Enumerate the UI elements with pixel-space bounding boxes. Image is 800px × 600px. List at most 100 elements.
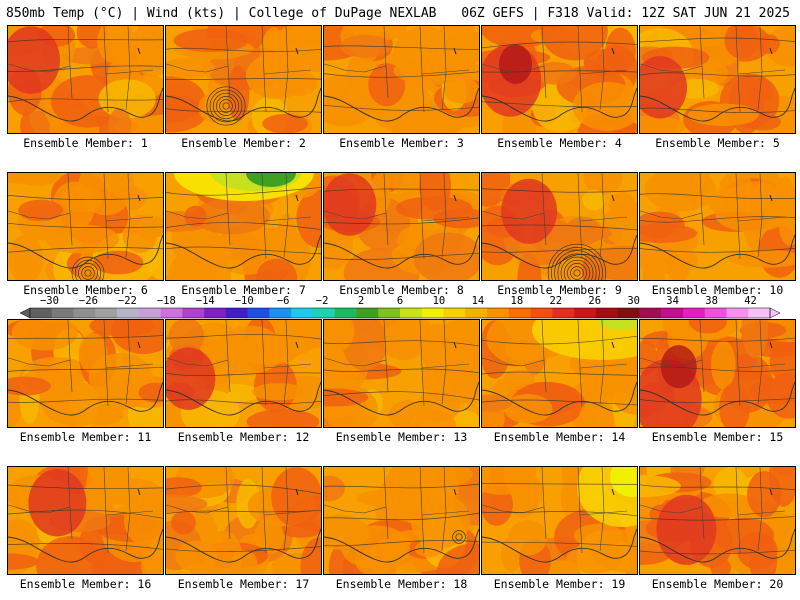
- colorbar-segment: [487, 308, 510, 318]
- colorbar-segment: [552, 308, 575, 318]
- colorbar-segment: [247, 308, 270, 318]
- temperature-field: [324, 173, 479, 280]
- colorbar-tick-label: −22: [117, 295, 137, 307]
- temperature-field: [482, 320, 637, 427]
- ensemble-map-18: [323, 466, 480, 575]
- colorbar-segment: [574, 308, 597, 318]
- colorbar-tick-label: −26: [78, 295, 98, 307]
- ensemble-map-14: [481, 319, 638, 428]
- panel-label: Ensemble Member: 3: [339, 136, 464, 150]
- chart-title: 850mb Temp (°C) | Wind (kts) | College o…: [6, 6, 437, 21]
- colorbar-segment: [182, 308, 205, 318]
- ensemble-map-13: [323, 319, 480, 428]
- ensemble-map-7: [165, 172, 322, 281]
- temperature-field: [8, 320, 163, 427]
- colorbar-segment: [421, 308, 444, 318]
- colorbar-tick-label: −6: [276, 295, 290, 307]
- colorbar-segment: [595, 308, 618, 318]
- colorbar-tick-labels: −30 −26 −22 −18 −14 −10 −6 −2 2 6 10 14 18 22 26 30 34 38…: [0, 295, 800, 307]
- temperature-field: [482, 173, 637, 280]
- colorbar-tick-label: 18: [510, 295, 524, 307]
- panel-label: Ensemble Member: 13: [335, 430, 468, 444]
- ensemble-map-19: [481, 466, 638, 575]
- colorbar-segment: [225, 308, 248, 318]
- ensemble-map-17: [165, 466, 322, 575]
- colorbar-segment: [138, 308, 161, 318]
- temperature-field: [482, 467, 637, 574]
- colorbar-segment: [356, 308, 379, 318]
- colorbar-segment: [312, 308, 336, 318]
- panel-label: Ensemble Member: 19: [493, 577, 626, 591]
- colorbar-segment: [530, 308, 553, 318]
- colorbar-right-arrow: [769, 307, 781, 319]
- panel-label: Ensemble Member: 6: [23, 283, 148, 297]
- colorbar-segment: [508, 308, 531, 318]
- colorbar-segment: [30, 308, 53, 318]
- temperature-colorbar: −30 −26 −22 −18 −14 −10 −6 −2 2 6 10 14 18 22 26 30 34 38…: [0, 295, 800, 319]
- colorbar-segment: [378, 308, 401, 318]
- temperature-field: [8, 173, 163, 280]
- panel-label: Ensemble Member: 12: [177, 430, 310, 444]
- ensemble-map-9: [481, 172, 638, 281]
- colorbar-strip: [19, 307, 781, 319]
- colorbar-tick-label: 30: [627, 295, 640, 307]
- panel-label: Ensemble Member: 7: [181, 283, 306, 297]
- colorbar-segment: [291, 308, 314, 318]
- colorbar-segment: [95, 308, 118, 318]
- colorbar-tick-label: −18: [156, 295, 176, 307]
- colorbar-tick-label: 2: [357, 295, 365, 307]
- colorbar-segment: [682, 308, 706, 318]
- colorbar-tick-label: −30: [39, 295, 59, 307]
- colorbar-tick-label: 14: [471, 295, 485, 307]
- ensemble-map-10: [639, 172, 796, 281]
- colorbar-segment: [269, 308, 292, 318]
- panel-label: Ensemble Member: 17: [177, 577, 310, 591]
- panel-label: Ensemble Member: 18: [335, 577, 468, 591]
- colorbar-segment: [465, 308, 488, 318]
- colorbar-tick-label: 34: [666, 295, 679, 307]
- panel-label: Ensemble Member: 14: [493, 430, 626, 444]
- temperature-field: [640, 173, 795, 280]
- panel-label: Ensemble Member: 9: [497, 283, 622, 297]
- temperature-field: [482, 26, 637, 133]
- temperature-field: [324, 26, 479, 133]
- temperature-field: [324, 467, 479, 574]
- panel-label: Ensemble Member: 11: [19, 430, 152, 444]
- colorbar-tick-label: −2: [315, 295, 329, 307]
- colorbar-tick-label: 26: [588, 295, 602, 307]
- panel-label: Ensemble Member: 8: [339, 283, 464, 297]
- ensemble-map-16: [7, 466, 164, 575]
- run-valid-time: 06Z GEFS | F318 Valid: 12Z SAT JUN 21 20…: [461, 6, 790, 21]
- colorbar-segment: [334, 308, 357, 318]
- panel-label: Ensemble Member: 1: [23, 136, 148, 150]
- colorbar-tick-label: −14: [195, 295, 215, 307]
- colorbar-segment: [117, 308, 140, 318]
- ensemble-map-3: [323, 25, 480, 134]
- colorbar-tick-label: 38: [705, 295, 718, 307]
- colorbar-left-arrow: [19, 307, 31, 319]
- panel-label: Ensemble Member: 4: [497, 136, 622, 150]
- temperature-field: [8, 467, 163, 574]
- ensemble-map-8: [323, 172, 480, 281]
- colorbar-segment: [748, 308, 771, 318]
- colorbar-segment: [160, 308, 183, 318]
- ensemble-map-11: [7, 319, 164, 428]
- temperature-field: [640, 467, 795, 574]
- colorbar-tick-label: 22: [549, 295, 563, 307]
- temperature-field: [166, 26, 321, 133]
- panel-label: Ensemble Member: 15: [651, 430, 784, 444]
- ensemble-map-5: [639, 25, 796, 134]
- colorbar-segment: [726, 308, 749, 318]
- temperature-field: [166, 467, 321, 574]
- colorbar-tick-label: 10: [432, 295, 446, 307]
- ensemble-map-12: [165, 319, 322, 428]
- temperature-field: [166, 173, 321, 280]
- colorbar-segment: [704, 308, 727, 318]
- colorbar-tick-label: 42: [744, 295, 757, 307]
- temperature-field: [640, 320, 795, 427]
- temperature-field: [324, 320, 479, 427]
- colorbar-segment: [204, 308, 227, 318]
- panel-label: Ensemble Member: 10: [651, 283, 784, 297]
- ensemble-map-2: [165, 25, 322, 134]
- colorbar-segment: [51, 308, 74, 318]
